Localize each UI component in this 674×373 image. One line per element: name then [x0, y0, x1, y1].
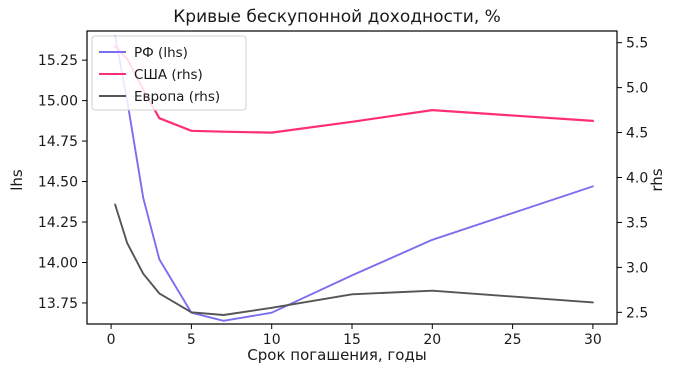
- series-line-2: [114, 203, 594, 316]
- y-axis-right-label: rhs: [648, 168, 666, 191]
- x-tick-label: 20: [423, 332, 441, 348]
- chart-title: Кривые бескупонной доходности, %: [173, 7, 501, 27]
- y-left-tick-label: 15.00: [38, 94, 78, 110]
- legend-label: РФ (lhs): [134, 45, 188, 61]
- y-left-tick-label: 13.75: [38, 296, 78, 312]
- y-right-tick-label: 5.0: [626, 81, 648, 97]
- y-left-tick-label: 15.25: [38, 53, 78, 69]
- y-left-tick-label: 14.25: [38, 215, 78, 231]
- y-right-tick-label: 4.5: [626, 126, 648, 142]
- ticks-layer: 0 5 10 15 20 25 30 13.75 14.00 14.25 14.50 14.75 15.…: [38, 36, 648, 348]
- y-left-tick-label: 14.00: [38, 255, 78, 271]
- series-line-0: [114, 34, 594, 322]
- legend: РФ (lhs) США (rhs) Европа (rhs): [91, 35, 247, 111]
- y-right-tick-label: 3.5: [626, 215, 648, 231]
- y-left-tick-label: 14.50: [38, 175, 78, 191]
- y-right-tick-label: 5.5: [626, 36, 648, 52]
- legend-label: Европа (rhs): [134, 89, 220, 105]
- legend-box: [91, 35, 247, 111]
- x-tick-label: 10: [263, 332, 281, 348]
- x-axis-label: Срок погашения, годы: [247, 346, 426, 364]
- x-tick-label: 5: [187, 332, 196, 348]
- y-right-tick-label: 4.0: [626, 171, 648, 187]
- x-tick-label: 0: [107, 332, 116, 348]
- x-tick-label: 15: [343, 332, 361, 348]
- y-axis-left-label: lhs: [8, 169, 26, 191]
- x-tick-label: 25: [504, 332, 522, 348]
- x-tick-label: 30: [584, 332, 602, 348]
- legend-label: США (rhs): [134, 67, 203, 83]
- y-left-tick-label: 14.75: [38, 134, 78, 150]
- y-right-tick-label: 2.5: [626, 305, 648, 321]
- y-right-tick-label: 3.0: [626, 260, 648, 276]
